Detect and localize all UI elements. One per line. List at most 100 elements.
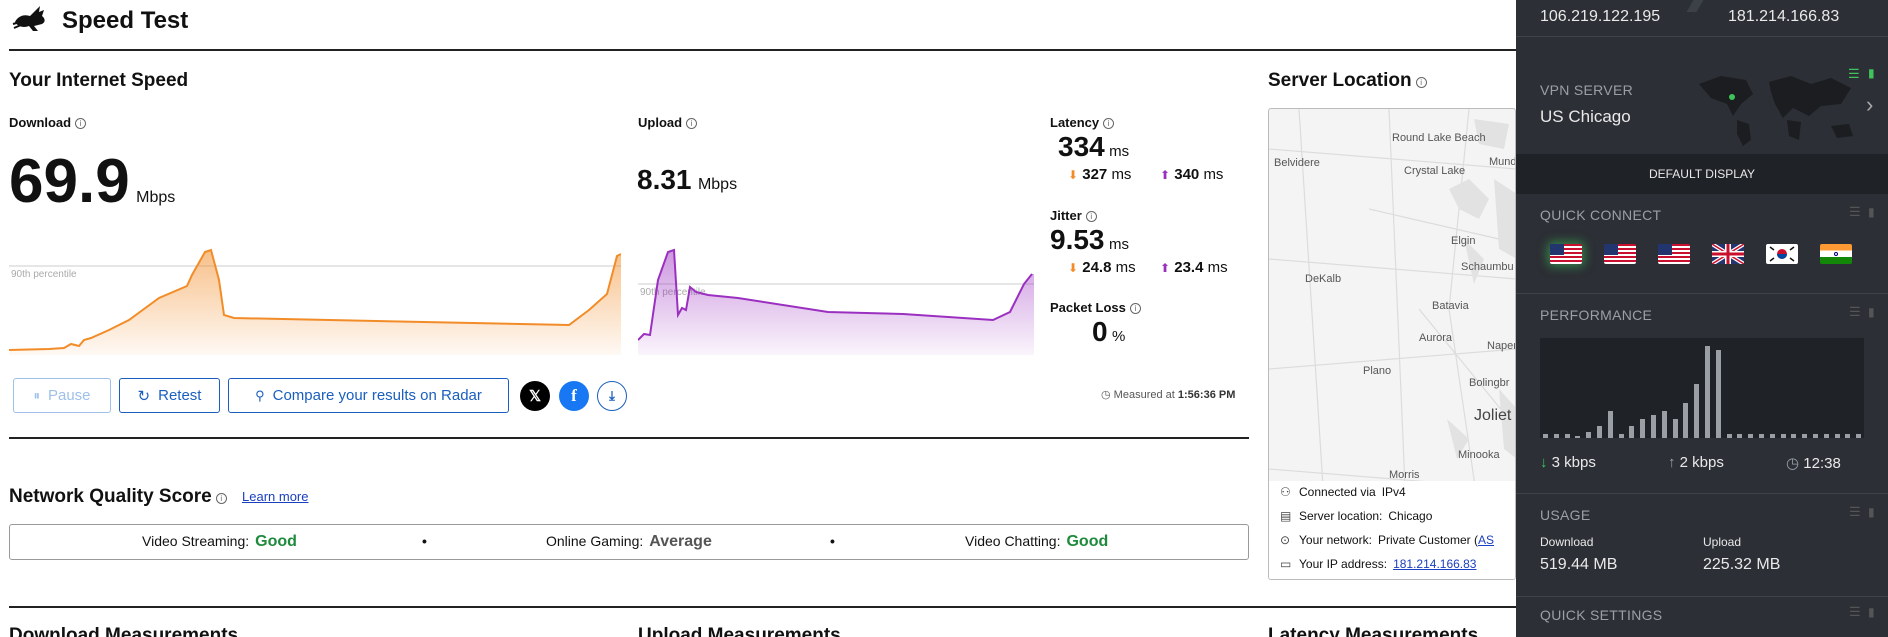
download-result: 69.9 Mbps [9, 146, 175, 217]
bookmark-icon[interactable]: ▮ [1868, 505, 1875, 519]
performance-bar [1651, 414, 1656, 438]
info-icon: i [75, 118, 87, 129]
section-divider [9, 606, 1516, 608]
info-icon: i [1129, 303, 1141, 314]
map-city: Aurora [1419, 332, 1453, 344]
upload-arrow-icon: ⬆ [1160, 168, 1171, 182]
performance-bar [1586, 432, 1592, 438]
performance-bar [1705, 345, 1710, 438]
download-unit: Mbps [136, 189, 176, 206]
measured-time: ◷ Measured at 1:56:36 PM [1101, 389, 1236, 401]
vpn-server-name[interactable]: US Chicago [1540, 107, 1631, 126]
x-share-icon[interactable]: 𝕏 [520, 381, 550, 411]
drag-handle-icon[interactable]: ☰ [1849, 304, 1861, 319]
performance-bar [1834, 434, 1840, 438]
performance-bar [1618, 434, 1624, 438]
server-map[interactable]: Round Lake Beach Belvidere Crystal Lake … [1268, 108, 1516, 580]
server-icon: ▤ [1280, 509, 1292, 523]
jitter-down: ⬇ 24.8 ms [1068, 259, 1136, 276]
flag-us-icon[interactable] [1658, 244, 1690, 264]
map-city: Round Lake Beach [1392, 132, 1486, 144]
performance-chart [1540, 338, 1864, 438]
download-label: Download i [9, 115, 87, 130]
download-results-icon[interactable]: ⤓ [597, 381, 627, 411]
packet-loss-unit: % [1112, 328, 1126, 345]
learn-more-link[interactable]: Learn more [242, 489, 309, 504]
performance-bar [1553, 434, 1559, 438]
flag-uk-icon[interactable] [1710, 242, 1746, 266]
download-chart: 90th percentile [9, 248, 621, 355]
refresh-icon: ↻ [137, 387, 151, 405]
map-city: Joliet [1474, 407, 1512, 424]
facebook-share-icon[interactable]: f [559, 381, 589, 411]
panel-divider [1516, 293, 1888, 294]
pause-button[interactable]: ⏸ Pause [13, 378, 111, 413]
performance-bar [1694, 384, 1700, 438]
info-icon: i [1415, 77, 1427, 88]
performance-bar [1661, 411, 1667, 438]
bookmark-icon[interactable]: ▮ [1868, 205, 1875, 219]
drag-handle-icon[interactable]: ☰ [1849, 604, 1861, 619]
jitter-result: 9.53 ms [1050, 224, 1129, 256]
quality-scores: Video Streaming: Good • Online Gaming: Ave… [9, 524, 1249, 560]
retest-button[interactable]: ↻ Retest [119, 378, 220, 413]
map-city: Elgin [1451, 235, 1476, 247]
download-arrow-icon: ⬇ [1068, 261, 1079, 275]
performance-bar [1813, 434, 1818, 438]
performance-bar [1802, 434, 1808, 438]
drag-handle-icon[interactable]: ☰ [1849, 504, 1861, 519]
packet-loss-value: 0 [1092, 316, 1108, 347]
map-city: Mund [1489, 156, 1516, 168]
bookmark-icon[interactable]: ▮ [1868, 305, 1875, 319]
chevron-right-icon[interactable]: › [1866, 92, 1874, 117]
drag-handle-icon[interactable]: ☰ [1848, 66, 1860, 81]
your-network-info: ⊙ Your network: Private Customer (AS [1280, 533, 1494, 547]
bookmark-icon[interactable]: ▮ [1868, 66, 1875, 80]
panel-divider [1516, 36, 1888, 37]
upload-rate: ↑ 2 kbps [1668, 454, 1724, 471]
upload-label: Upload i [638, 115, 698, 130]
download-measurements-title: Download Measurements [9, 625, 239, 637]
bookmark-icon[interactable]: ▮ [1868, 605, 1875, 619]
search-icon: ⚲ [255, 387, 265, 403]
separator-dot: • [422, 533, 427, 549]
info-icon: i [686, 118, 698, 129]
network-asn-link[interactable]: AS [1477, 533, 1494, 547]
upload-result: 8.31 Mbps [637, 164, 737, 196]
performance-bar [1564, 434, 1570, 438]
performance-bar [1780, 434, 1786, 438]
map-city: Naper [1487, 340, 1516, 352]
performance-bar [1607, 411, 1613, 438]
compare-radar-button[interactable]: ⚲ Compare your results on Radar [228, 378, 509, 413]
performance-bar [1759, 434, 1764, 438]
panel-divider [1516, 596, 1888, 597]
performance-bar [1823, 434, 1829, 438]
performance-bar [1748, 434, 1754, 438]
map-city: Morris [1389, 469, 1420, 481]
ip-address-link[interactable]: 181.214.166.83 [1393, 557, 1477, 571]
usage-upload-label: Upload [1703, 535, 1742, 549]
map-city: Batavia [1432, 300, 1469, 312]
upload-arrow-icon: ⬆ [1160, 261, 1171, 275]
map-city: Minooka [1458, 449, 1500, 461]
latency-label: Latency i [1050, 115, 1115, 130]
latency-down: ⬇ 327 ms [1068, 166, 1132, 183]
quick-settings-title: QUICK SETTINGS [1540, 607, 1663, 623]
performance-bar [1769, 434, 1775, 438]
quality-online-gaming: Online Gaming: Average [546, 533, 712, 550]
info-icon: i [215, 493, 227, 504]
performance-bar [1737, 434, 1743, 438]
panel-divider [1516, 493, 1888, 494]
flag-us-icon[interactable] [1550, 244, 1582, 264]
download-arrow-icon: ⬇ [1068, 168, 1079, 182]
map-city: DeKalb [1305, 273, 1342, 285]
drag-handle-icon[interactable]: ☰ [1849, 204, 1861, 219]
flag-kr-icon[interactable] [1766, 244, 1798, 264]
flag-in-icon[interactable] [1820, 244, 1852, 264]
download-percentile-label: 90th percentile [11, 269, 77, 280]
flag-us-icon[interactable] [1604, 244, 1636, 264]
pause-icon: ⏸ [33, 387, 40, 403]
performance-bar [1575, 436, 1581, 438]
download-value: 69.9 [9, 147, 130, 216]
default-display-button[interactable]: DEFAULT DISPLAY [1516, 154, 1888, 194]
